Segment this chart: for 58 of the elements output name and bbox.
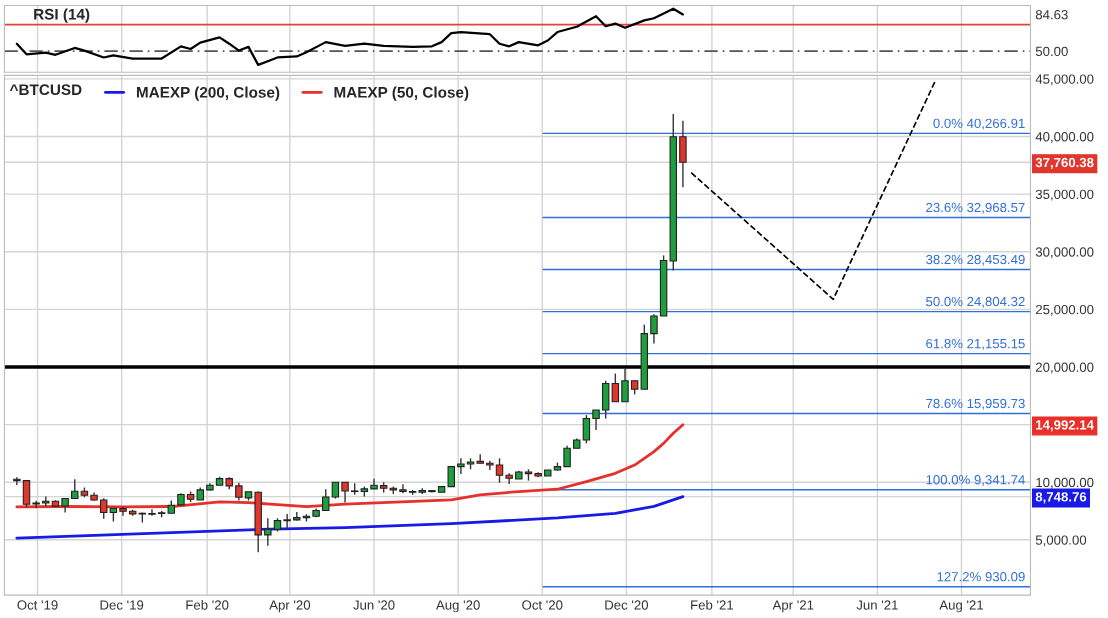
candlestick xyxy=(621,367,629,403)
candlestick xyxy=(592,409,600,431)
candlestick xyxy=(322,488,330,512)
x-tick-label: Aug '21 xyxy=(939,600,984,613)
candlestick xyxy=(495,457,504,484)
x-tick-label: Jun '20 xyxy=(353,600,395,610)
y-tick-label: 8,748.76 xyxy=(1035,492,1087,504)
candlestick xyxy=(457,457,465,475)
candlestick xyxy=(71,478,79,500)
x-tick-label: Apr '20 xyxy=(269,600,311,613)
x-tick-label: Jun '21 xyxy=(856,600,898,610)
candlestick xyxy=(32,500,40,509)
ref-line-label: 50.0% 24,804.32 xyxy=(926,296,1025,308)
candlestick xyxy=(650,313,658,345)
y-tick-label: 84.63 xyxy=(1035,10,1068,20)
candlestick xyxy=(399,483,407,494)
line-series xyxy=(15,7,685,66)
x-tick-label: Feb '21 xyxy=(691,600,734,610)
x-tick-label: Apr '21 xyxy=(772,600,814,613)
chart-title: ^BTCUSD xyxy=(9,84,82,96)
ref-line-label: 127.2% 930.09 xyxy=(937,571,1025,582)
candlestick xyxy=(611,372,620,403)
y-tick-label: 45,000.00 xyxy=(1035,74,1094,86)
x-tick-label: Oct '20 xyxy=(522,600,563,610)
y-tick-label: 30,000.00 xyxy=(1035,247,1094,259)
y-tick-label: 35,000.00 xyxy=(1035,189,1094,201)
y-tick-label: 40,000.00 xyxy=(1035,132,1094,143)
candlestick xyxy=(582,414,591,445)
candlestick xyxy=(505,472,513,485)
candlestick xyxy=(13,476,21,486)
candlestick xyxy=(563,444,571,468)
y-tick-label: 50.00 xyxy=(1035,46,1068,57)
x-tick-label: Feb '20 xyxy=(186,600,229,610)
ref-line-label: 38.2% 28,453.49 xyxy=(926,254,1025,266)
y-tick-label: 20,000.00 xyxy=(1035,362,1094,374)
candlestick xyxy=(447,466,455,488)
y-tick-label: 5,000.00 xyxy=(1035,535,1087,547)
ref-line-label: 100.0% 9,341.74 xyxy=(926,475,1025,486)
candlestick xyxy=(486,459,494,471)
line-series xyxy=(15,495,685,540)
ref-line-label: 78.6% 15,959.73 xyxy=(926,398,1025,410)
y-tick-label: 25,000.00 xyxy=(1035,304,1094,316)
y-tick-label: 14,992.14 xyxy=(1036,420,1094,432)
legend-label: MAEXP (200, Close) xyxy=(136,86,280,101)
y-tick-label: 37,760.38 xyxy=(1035,157,1094,170)
candlestick xyxy=(341,481,349,504)
x-tick-label: Dec '19 xyxy=(100,600,144,610)
candlestick xyxy=(283,513,291,530)
x-tick-label: Oct '19 xyxy=(17,600,58,610)
x-tick-label: Aug '20 xyxy=(436,600,480,613)
candlestick xyxy=(264,517,272,547)
chart-title: RSI (14) xyxy=(34,8,90,23)
ref-line-label: 61.8% 21,155.15 xyxy=(926,338,1025,350)
ref-line-label: 23.6% 32,968.57 xyxy=(926,202,1025,214)
x-tick-label: Dec '20 xyxy=(605,600,649,610)
legend-label: MAEXP (50, Close) xyxy=(334,86,469,101)
ref-line-label: 0.0% 40,266.91 xyxy=(933,118,1025,130)
y-tick-label: 10,000.00 xyxy=(1036,477,1094,489)
